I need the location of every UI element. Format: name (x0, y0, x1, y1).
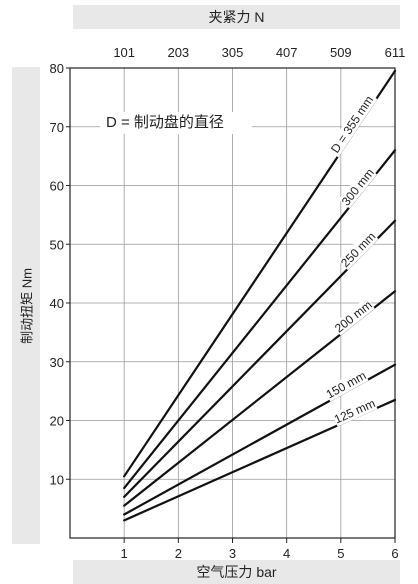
top-axis-title: 夹紧力 N (208, 9, 265, 25)
series-label-background (331, 297, 375, 336)
series-label-group: 150 mm (323, 368, 369, 402)
series-label-group: D = 355 mm (326, 91, 378, 158)
x-tick-label: 1 (121, 546, 128, 561)
x-tick-label: 2 (175, 546, 182, 561)
series-label-group: 300 mm (338, 165, 377, 209)
x2-tick-label: 509 (330, 45, 352, 60)
series-label-background (337, 229, 379, 271)
x2-tick-label: 203 (167, 45, 189, 60)
y-axis-title-band (12, 67, 40, 544)
series-label: 125 mm (332, 396, 377, 426)
series-label-group: 125 mm (331, 396, 378, 427)
series-label: D = 355 mm (328, 93, 376, 155)
y-tick-label: 50 (50, 237, 64, 252)
y-tick-label: 40 (50, 296, 64, 311)
x2-tick-label: 407 (276, 45, 298, 60)
series-label-background (323, 368, 369, 402)
y-tick-label: 10 (50, 472, 64, 487)
y-tick-label: 80 (50, 61, 64, 76)
x-tick-label: 3 (229, 546, 236, 561)
x-axis-title: 空气压力 bar (196, 564, 277, 580)
x2-tick-label: 101 (113, 45, 135, 60)
x-tick-label: 6 (391, 546, 398, 561)
y-tick-label: 20 (50, 414, 64, 429)
y-tick-label: 30 (50, 355, 64, 370)
series-label-background (338, 165, 377, 209)
y-tick-label: 70 (50, 120, 64, 135)
x2-tick-label: 305 (222, 45, 244, 60)
annotation-text: D = 制动盘的直径 (106, 113, 224, 131)
x2-tick-label: 611 (385, 45, 406, 60)
x-tick-label: 4 (283, 546, 290, 561)
series-label-background (326, 91, 378, 158)
annotation-background (100, 112, 252, 134)
y-tick-label: 60 (50, 179, 64, 194)
series-label: 300 mm (339, 166, 377, 209)
series-label-background (331, 396, 378, 427)
x-tick-label: 5 (337, 546, 344, 561)
top-axis-title-band: 夹紧力 N (73, 5, 400, 29)
x-axis-title-band: 空气压力 bar (73, 560, 400, 584)
series-label-group: 250 mm (337, 229, 379, 271)
series-label: 150 mm (324, 368, 369, 401)
series-label: 250 mm (338, 229, 378, 270)
